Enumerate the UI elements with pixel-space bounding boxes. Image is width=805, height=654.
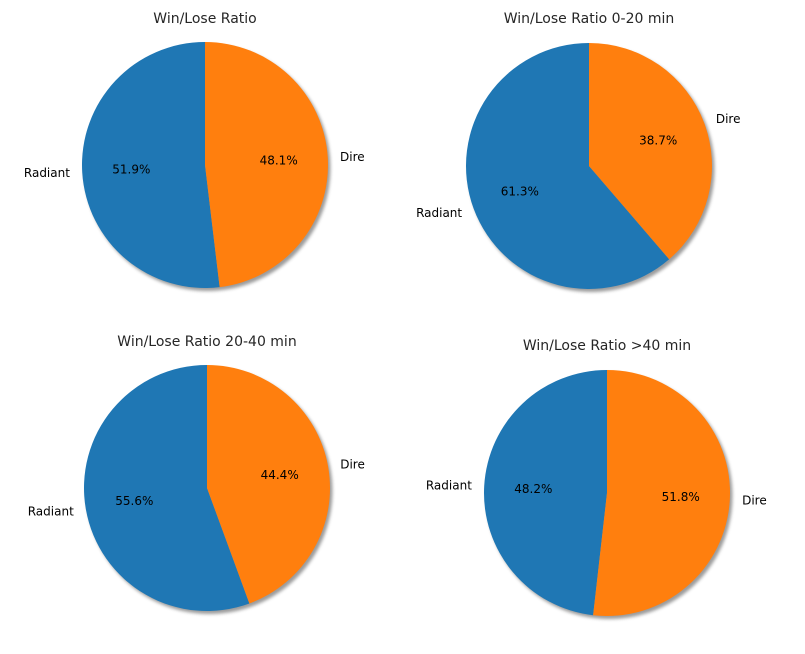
slice-percent-radiant: 55.6% bbox=[115, 494, 153, 508]
pie-slice-dire bbox=[593, 370, 731, 617]
slice-percent-radiant: 51.9% bbox=[112, 162, 150, 176]
pie-chart-20-40-min: Win/Lose Ratio 20-40 min 55.6% Radiant 44.… bbox=[28, 334, 365, 614]
slice-label-radiant: Radiant bbox=[28, 505, 74, 519]
slice-label-dire: Dire bbox=[742, 494, 767, 508]
pie-slice-dire bbox=[589, 43, 712, 260]
pie-slice-radiant bbox=[484, 370, 607, 616]
pie-chart-0-20-min: Win/Lose Ratio 0-20 min 61.3% Radiant 38.7… bbox=[416, 11, 741, 292]
chart-title: Win/Lose Ratio 0-20 min bbox=[504, 11, 675, 27]
pie-slice-radiant bbox=[465, 43, 670, 289]
slice-percent-radiant: 61.3% bbox=[501, 185, 539, 199]
slice-percent-dire: 44.4% bbox=[261, 468, 299, 482]
pie-slice-radiant bbox=[82, 42, 220, 288]
slice-label-radiant: Radiant bbox=[416, 206, 462, 220]
slice-percent-dire: 48.1% bbox=[260, 154, 298, 168]
slice-label-dire: Dire bbox=[716, 112, 741, 126]
slice-label-dire: Dire bbox=[340, 150, 365, 164]
slice-label-radiant: Radiant bbox=[24, 166, 70, 180]
pie-chart-over-40-min: Win/Lose Ratio >40 min 48.2% Radiant 51.8%… bbox=[426, 338, 767, 619]
slice-label-dire: Dire bbox=[340, 457, 365, 471]
slice-percent-radiant: 48.2% bbox=[514, 482, 552, 496]
chart-title: Win/Lose Ratio bbox=[153, 11, 256, 27]
chart-title: Win/Lose Ratio 20-40 min bbox=[117, 334, 296, 350]
pie-chart-overall: Win/Lose Ratio 51.9% Radiant 48.1% Dire bbox=[24, 11, 365, 291]
pie-slice-radiant bbox=[84, 365, 250, 611]
slice-label-radiant: Radiant bbox=[426, 478, 472, 492]
slice-percent-dire: 51.8% bbox=[662, 490, 700, 504]
chart-title: Win/Lose Ratio >40 min bbox=[523, 338, 691, 354]
pie-slice-dire bbox=[205, 42, 329, 288]
pie-slice-dire bbox=[207, 365, 331, 604]
slice-percent-dire: 38.7% bbox=[639, 133, 677, 147]
